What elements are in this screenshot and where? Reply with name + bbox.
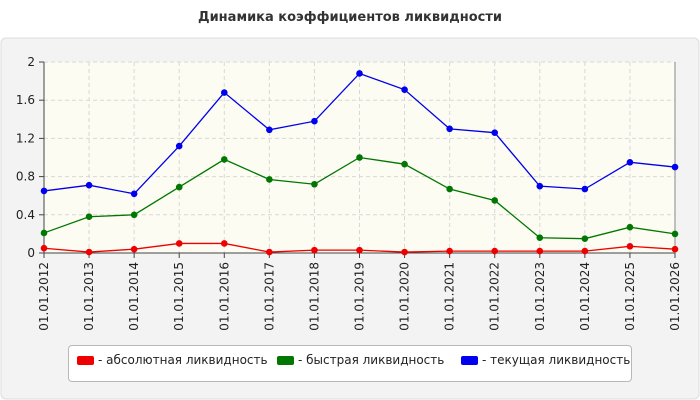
data-point (175, 183, 183, 191)
data-point (491, 247, 499, 255)
data-point (581, 235, 589, 242)
y-tick-label: 1.6 (16, 93, 35, 107)
data-point (130, 190, 138, 198)
data-point (266, 176, 273, 183)
data-point (85, 248, 93, 256)
data-point (85, 213, 93, 221)
data-point (356, 154, 363, 161)
data-point (220, 240, 228, 247)
x-tick-label: 01.01.2015 (172, 262, 186, 331)
y-tick-label: 0.8 (16, 170, 35, 184)
data-point (401, 160, 408, 168)
data-point (40, 244, 48, 252)
legend-swatch (461, 355, 478, 365)
data-point (671, 245, 679, 253)
data-point (446, 247, 453, 255)
data-point (401, 248, 408, 256)
data-point (626, 158, 634, 166)
x-tick-label: 01.01.2014 (127, 262, 141, 331)
legend: - абсолютная ликвидность - быстрая ликвид… (68, 345, 632, 382)
data-point (220, 156, 228, 163)
data-point (130, 245, 138, 253)
y-tick-label: 1.2 (16, 131, 35, 145)
data-point (671, 163, 679, 171)
legend-label: - быстрая ликвидность (298, 353, 445, 367)
data-point (220, 89, 228, 96)
data-point (446, 185, 453, 193)
chart-title: Динамика коэффициентов ликвидности (198, 10, 502, 25)
legend-swatch (277, 355, 294, 365)
data-point (401, 86, 408, 93)
data-point (130, 211, 138, 219)
x-tick-label: 01.01.2013 (82, 262, 96, 331)
x-tick-label: 01.01.2025 (623, 262, 637, 331)
data-point (175, 240, 183, 247)
data-point (40, 229, 48, 237)
x-tick-label: 01.01.2022 (488, 262, 502, 331)
data-point (626, 243, 634, 250)
data-point (356, 70, 363, 77)
x-tick-label: 01.01.2019 (353, 262, 367, 331)
legend-label: - текущая ликвидность (482, 353, 631, 367)
x-tick-label: 01.01.2024 (578, 262, 592, 331)
data-point (311, 117, 318, 125)
x-tick-label: 01.01.2016 (217, 262, 231, 331)
data-point (356, 246, 363, 254)
x-tick-label: 01.01.2017 (262, 262, 276, 331)
x-tick-label: 01.01.2023 (533, 262, 547, 331)
data-point (311, 246, 318, 254)
data-point (536, 247, 544, 255)
x-tick-label: 01.01.2021 (443, 262, 457, 331)
data-point (175, 142, 183, 150)
data-point (85, 181, 93, 189)
x-tick-label: 01.01.2012 (37, 262, 51, 331)
legend-item: - абсолютная ликвидность (77, 353, 268, 367)
data-point (40, 187, 48, 195)
data-point (491, 129, 499, 136)
x-tick-label: 01.01.2018 (307, 262, 321, 331)
x-tick-label: 01.01.2026 (668, 262, 682, 331)
data-point (446, 125, 453, 133)
legend-swatch (77, 355, 94, 365)
data-point (581, 185, 589, 193)
data-point (581, 247, 589, 255)
data-point (311, 180, 318, 188)
data-point (266, 126, 273, 134)
data-point (266, 248, 273, 256)
legend-item: - быстрая ликвидность (277, 353, 444, 367)
data-point (491, 197, 499, 204)
data-point (626, 223, 634, 231)
x-tick-label: 01.01.2020 (398, 262, 412, 331)
data-point (536, 182, 544, 190)
data-point (536, 234, 544, 242)
data-point (671, 230, 679, 238)
y-tick-label: 0.4 (16, 208, 35, 222)
legend-item: - текущая ликвидность (461, 353, 630, 367)
y-tick-label: 0 (27, 246, 35, 260)
legend-label: - абсолютная ликвидность (98, 353, 268, 367)
y-tick-label: 2 (27, 55, 35, 69)
